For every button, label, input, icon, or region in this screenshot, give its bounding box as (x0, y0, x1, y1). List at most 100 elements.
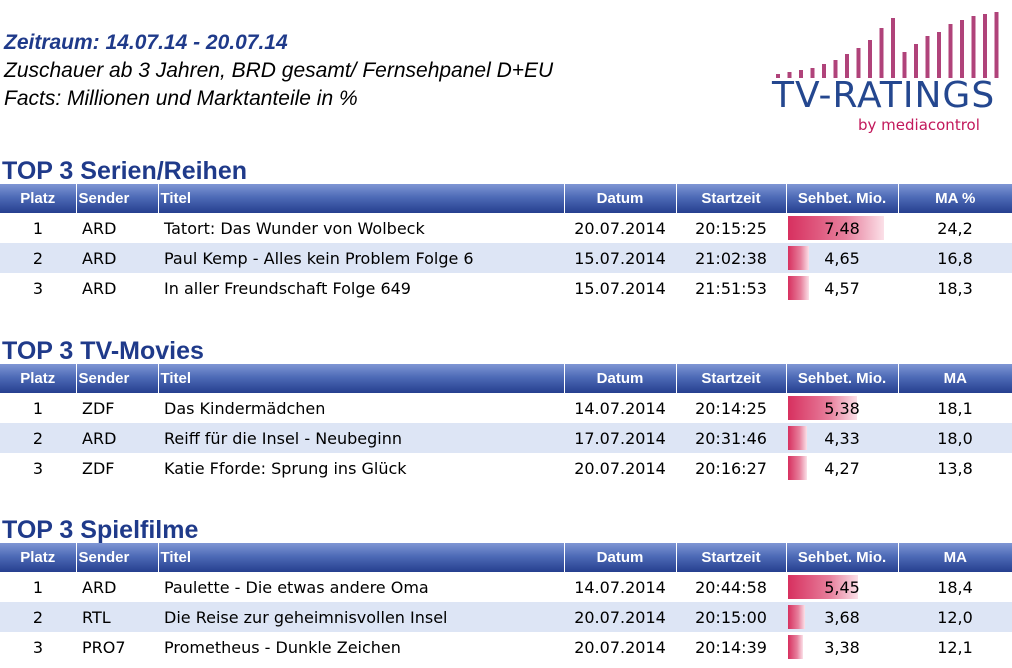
viewers-bar (788, 575, 858, 599)
title-cell: Paul Kemp - Alles kein Problem Folge 6 (158, 243, 564, 273)
col-marktanteil-header: MA % (897, 184, 1012, 213)
table-header-row: Platz Sender Titel Datum Startzeit Sehbet. Mi… (0, 364, 1012, 393)
col-datum-header: Datum (563, 543, 676, 572)
title-cell: Paulette - Die etwas andere Oma (164, 577, 429, 597)
tv-ratings-logo: TV-RATINGS by mediacontrol (770, 8, 1008, 138)
col-sehbeteiligung-header: Sehbet. Mio. (785, 184, 898, 213)
logo-bar (799, 70, 803, 78)
market-share-cell: 18,1 (937, 398, 973, 418)
col-platz-header: Platz (0, 543, 76, 572)
sender-cell: ARD (76, 243, 158, 273)
sender-cell: ARD (82, 577, 117, 597)
date-cell: 14.07.2014 (574, 577, 666, 597)
platz-cell: 3 (32, 458, 44, 478)
col-marktanteil-header: MA (897, 543, 1012, 572)
viewers-value: 4,57 (824, 278, 860, 298)
title-cell: Tatort: Das Wunder von Wolbeck (164, 218, 425, 238)
logo-bar (776, 74, 780, 78)
equalizer-bars-icon (776, 12, 999, 78)
ratings-table: Platz Sender Titel Datum Startzeit Sehbet. Mi… (0, 543, 1012, 662)
logo-bar (833, 60, 838, 78)
sender-cell: ARD (76, 423, 158, 453)
col-sender-header: Sender (75, 364, 158, 393)
ratings-table: Platz Sender Titel Datum Startzeit Sehbet. Mi… (0, 184, 1012, 303)
viewers-bar (788, 246, 809, 270)
date-cell: 20.07.2014 (564, 602, 676, 632)
logo-bar (937, 32, 941, 78)
logo-bar (948, 24, 953, 78)
platz-cell: 2 (0, 243, 76, 273)
title-cell: In aller Freundschaft Folge 649 (164, 278, 411, 298)
viewers-bar (788, 605, 805, 629)
logo-bar (822, 64, 826, 78)
viewers-value: 4,27 (824, 458, 860, 478)
viewers-bar (788, 635, 804, 659)
viewers-cell: 7,48 (786, 213, 898, 243)
col-platz-header: Platz (0, 184, 76, 213)
market-share-cell: 24,2 (937, 218, 973, 238)
logo-bar (845, 54, 849, 78)
sender-cell: PRO7 (82, 637, 126, 657)
market-share-cell: 12,1 (937, 637, 973, 657)
col-platz-header: Platz (0, 364, 76, 393)
viewers-cell: 4,33 (786, 423, 898, 453)
viewers-cell: 3,38 (786, 632, 898, 662)
viewers-bar (788, 396, 858, 420)
start-time-cell: 21:02:38 (676, 243, 786, 273)
logo-bar (983, 14, 987, 78)
sender-cell: ZDF (82, 458, 115, 478)
title-cell: Das Kindermädchen (164, 398, 326, 418)
viewers-cell: 3,68 (786, 602, 898, 632)
title-cell: Prometheus - Dunkle Zeichen (164, 637, 401, 657)
date-cell: 15.07.2014 (564, 243, 676, 273)
viewers-bar (788, 456, 808, 480)
viewers-value: 3,68 (824, 607, 860, 627)
table-row: 2 ARD Reiff für die Insel - Neubeginn 17.07… (0, 423, 1012, 453)
logo-bar (891, 18, 895, 78)
col-datum-header: Datum (563, 364, 676, 393)
table-row: 2 ARD Paul Kemp - Alles kein Problem Folge… (0, 243, 1012, 273)
col-titel-header: Titel (157, 184, 564, 213)
market-share-cell: 16,8 (898, 243, 1012, 273)
market-share-cell: 18,3 (937, 278, 973, 298)
platz-cell: 3 (32, 278, 44, 298)
col-startzeit-header: Startzeit (675, 364, 786, 393)
market-share-cell: 12,0 (898, 602, 1012, 632)
period-heading: Zeitraum: 14.07.14 - 20.07.14 (4, 31, 288, 54)
market-share-cell: 18,4 (937, 577, 973, 597)
market-share-cell: 18,0 (898, 423, 1012, 453)
logo-bar (960, 20, 964, 78)
start-time-cell: 20:15:00 (676, 602, 786, 632)
col-datum-header: Datum (563, 184, 676, 213)
sender-cell: ARD (82, 218, 117, 238)
platz-cell: 2 (0, 602, 76, 632)
sender-cell: RTL (76, 602, 158, 632)
col-titel-header: Titel (157, 364, 564, 393)
col-titel-header: Titel (157, 543, 564, 572)
date-cell: 20.07.2014 (574, 458, 666, 478)
table-row: 3 PRO7 Prometheus - Dunkle Zeichen 20.07.20… (0, 632, 1012, 662)
viewers-cell: 4,65 (786, 243, 898, 273)
viewers-bar (788, 426, 808, 450)
title-cell: Die Reise zur geheimnisvollen Insel (158, 602, 564, 632)
sender-cell: ZDF (82, 398, 115, 418)
platz-cell: 1 (32, 577, 44, 597)
audience-line: Zuschauer ab 3 Jahren, BRD gesamt/ Ferns… (4, 59, 554, 82)
start-time-cell: 20:31:46 (676, 423, 786, 453)
col-sehbeteiligung-header: Sehbet. Mio. (785, 543, 898, 572)
market-share-cell: 13,8 (937, 458, 973, 478)
logo-bar (925, 36, 930, 78)
table-header-row: Platz Sender Titel Datum Startzeit Sehbet. Mi… (0, 543, 1012, 572)
logo-title: TV-RATINGS (772, 75, 996, 116)
logo-bar (971, 16, 976, 78)
table-row: 3 ARD In aller Freundschaft Folge 649 15.07… (0, 273, 1012, 303)
platz-cell: 1 (32, 398, 44, 418)
title-cell: Reiff für die Insel - Neubeginn (158, 423, 564, 453)
start-time-cell: 20:44:58 (695, 577, 767, 597)
platz-cell: 2 (0, 423, 76, 453)
title-cell: Katie Fforde: Sprung ins Glück (164, 458, 407, 478)
ratings-table: Platz Sender Titel Datum Startzeit Sehbet. Mi… (0, 364, 1012, 483)
table-row: 1 ARD Tatort: Das Wunder von Wolbeck 20.07.… (0, 213, 1012, 243)
viewers-bar (788, 276, 809, 300)
table-row: 3 ZDF Katie Fforde: Sprung ins Glück 20.07.… (0, 453, 1012, 483)
